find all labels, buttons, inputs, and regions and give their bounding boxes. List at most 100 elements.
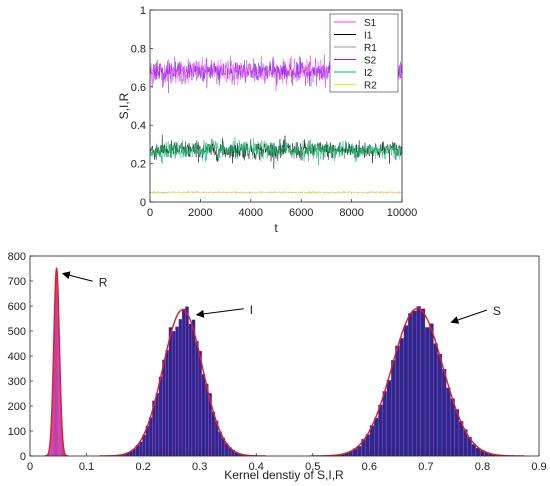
bottom-y-tick-label: 700	[8, 276, 26, 288]
histogram-bar-i	[211, 411, 216, 456]
histogram-bar-i	[168, 327, 173, 456]
histogram-bar-i	[172, 331, 176, 456]
histogram-bar-s	[420, 308, 426, 456]
histogram-bar-s	[412, 310, 417, 456]
histogram-bar-i	[158, 376, 163, 456]
series-line-i2	[150, 136, 402, 166]
histogram-bar-i	[139, 441, 143, 456]
histogram-bar-i	[198, 350, 202, 456]
bottom-x-tick-label: 0.4	[249, 461, 264, 473]
histogram-bars	[44, 272, 527, 456]
bottom-x-tick-label: 0.2	[135, 461, 150, 473]
histogram-bar-i	[148, 417, 153, 456]
top-y-tick-label: 0.8	[131, 43, 146, 55]
legend-label-i2: I2	[364, 68, 373, 79]
annotation-arrow-i	[195, 308, 244, 318]
bottom-x-tick-label: 0.3	[192, 461, 207, 473]
top-x-axis-label: t	[274, 221, 278, 235]
top-y-ticks: 0 0.2 0.4 0.6 0.8 1	[131, 5, 153, 209]
histogram-bar-i	[175, 326, 179, 456]
top-x-tick-label: 4000	[239, 207, 263, 219]
bottom-y-tick-label: 300	[8, 376, 26, 388]
legend-label-s2: S2	[364, 56, 377, 67]
annotation-label-r: R	[99, 275, 108, 289]
histogram-bar-s	[365, 434, 371, 456]
histogram-bar-i	[165, 349, 169, 456]
top-series-group	[150, 54, 402, 195]
top-y-tick-label: 1	[140, 5, 146, 17]
histogram-bar-s	[357, 446, 362, 456]
annotation-label-i: I	[250, 303, 253, 317]
top-x-tick-label: 2000	[188, 207, 212, 219]
histogram-bar-s	[441, 368, 447, 456]
top-plot-frame	[149, 9, 403, 203]
histogram-bar-s	[450, 398, 455, 456]
top-y-tick-label: 0.4	[131, 120, 146, 132]
histogram-bar-s	[378, 404, 383, 456]
top-x-ticks: 0 2000 4000 6000 8000 10000	[147, 199, 417, 219]
bottom-x-tick-label: 0	[27, 461, 33, 473]
histogram-bar-s	[390, 360, 396, 456]
bottom-x-tick-label: 0.9	[531, 461, 546, 473]
time-series-chart: 0 2000 4000 6000 8000 10000 00.20.40.60.81 t …	[117, 5, 417, 235]
bottom-y-tick-label: 100	[8, 426, 26, 438]
histogram-bar-s	[374, 417, 379, 456]
top-x-tick-label: 10000	[387, 207, 418, 219]
bottom-y-tick-label: 600	[8, 301, 26, 313]
histogram-bar-s	[429, 323, 434, 456]
histogram-bar-i	[188, 323, 193, 456]
annotation-arrow-r	[61, 271, 93, 282]
bottom-x-tick-label: 0.1	[79, 461, 94, 473]
kde-curve-i	[99, 309, 266, 456]
histogram-bar-i	[181, 308, 186, 456]
histogram-bar-s	[433, 343, 438, 456]
histogram-bar-i	[191, 319, 196, 456]
kernel-density-histogram: 0 0.1 0.2 0.3 0.4 0.5 0.6 0.7 0.8 0.9 0 100 200 300 4…	[8, 251, 547, 482]
histogram-bar-s	[424, 327, 430, 456]
annotation-label-s: S	[493, 304, 501, 318]
kde-curve-s	[310, 307, 525, 456]
histogram-bar-s	[382, 391, 387, 456]
bottom-x-ticks: 0 0.1 0.2 0.3 0.4 0.5 0.6 0.7 0.8 0.9	[27, 453, 547, 473]
series-line-r2	[150, 190, 402, 195]
kde-curve-r	[44, 267, 69, 456]
bottom-y-tick-label: 800	[8, 251, 26, 263]
bottom-y-tick-label: 400	[8, 351, 26, 363]
top-x-tick-label: 0	[147, 207, 153, 219]
kde-curves	[44, 267, 525, 456]
histogram-bar-i	[185, 306, 189, 456]
top-y-axis-label: S,I,R	[117, 92, 131, 119]
legend-label-i1: I1	[364, 31, 373, 42]
bottom-x-tick-label: 0.6	[362, 461, 377, 473]
bottom-x-tick-label: 0.8	[475, 461, 490, 473]
bottom-y-tick-label: 200	[8, 401, 26, 413]
legend-label-s1: S1	[364, 18, 377, 29]
histogram-bar-i	[201, 374, 206, 456]
top-x-tick-label: 8000	[339, 207, 363, 219]
histogram-bar-i	[178, 319, 183, 456]
top-y-tick-label: 0	[140, 197, 146, 209]
histogram-bar-s	[446, 387, 451, 456]
bottom-y-ticks: 0 100 200 300 400 500 600 700 800	[8, 251, 33, 463]
histogram-bar-i	[195, 341, 199, 456]
annotations: R I S	[61, 271, 501, 324]
bottom-y-tick-label: 500	[8, 326, 26, 338]
histogram-bar-s	[395, 345, 400, 456]
histogram-bar-s	[416, 306, 421, 456]
histogram-bar-i	[155, 393, 160, 456]
histogram-bar-s	[471, 444, 477, 456]
histogram-bar-s	[403, 325, 409, 456]
annotation-arrow-s	[450, 309, 488, 324]
bottom-y-tick-label: 0	[20, 451, 26, 463]
top-x-tick-label: 6000	[289, 207, 313, 219]
bottom-x-axis-label: Kernel denstiy of S,I,R	[224, 468, 344, 482]
histogram-bar-i	[162, 359, 166, 456]
histogram-bar-s	[399, 338, 404, 456]
histogram-bar-s	[407, 313, 413, 456]
top-y-tick-label: 0.6	[131, 82, 146, 94]
histogram-bar-i	[205, 383, 209, 456]
histogram-bar-s	[386, 380, 392, 456]
histogram-bar-s	[437, 353, 443, 456]
bottom-x-tick-label: 0.5	[305, 461, 320, 473]
